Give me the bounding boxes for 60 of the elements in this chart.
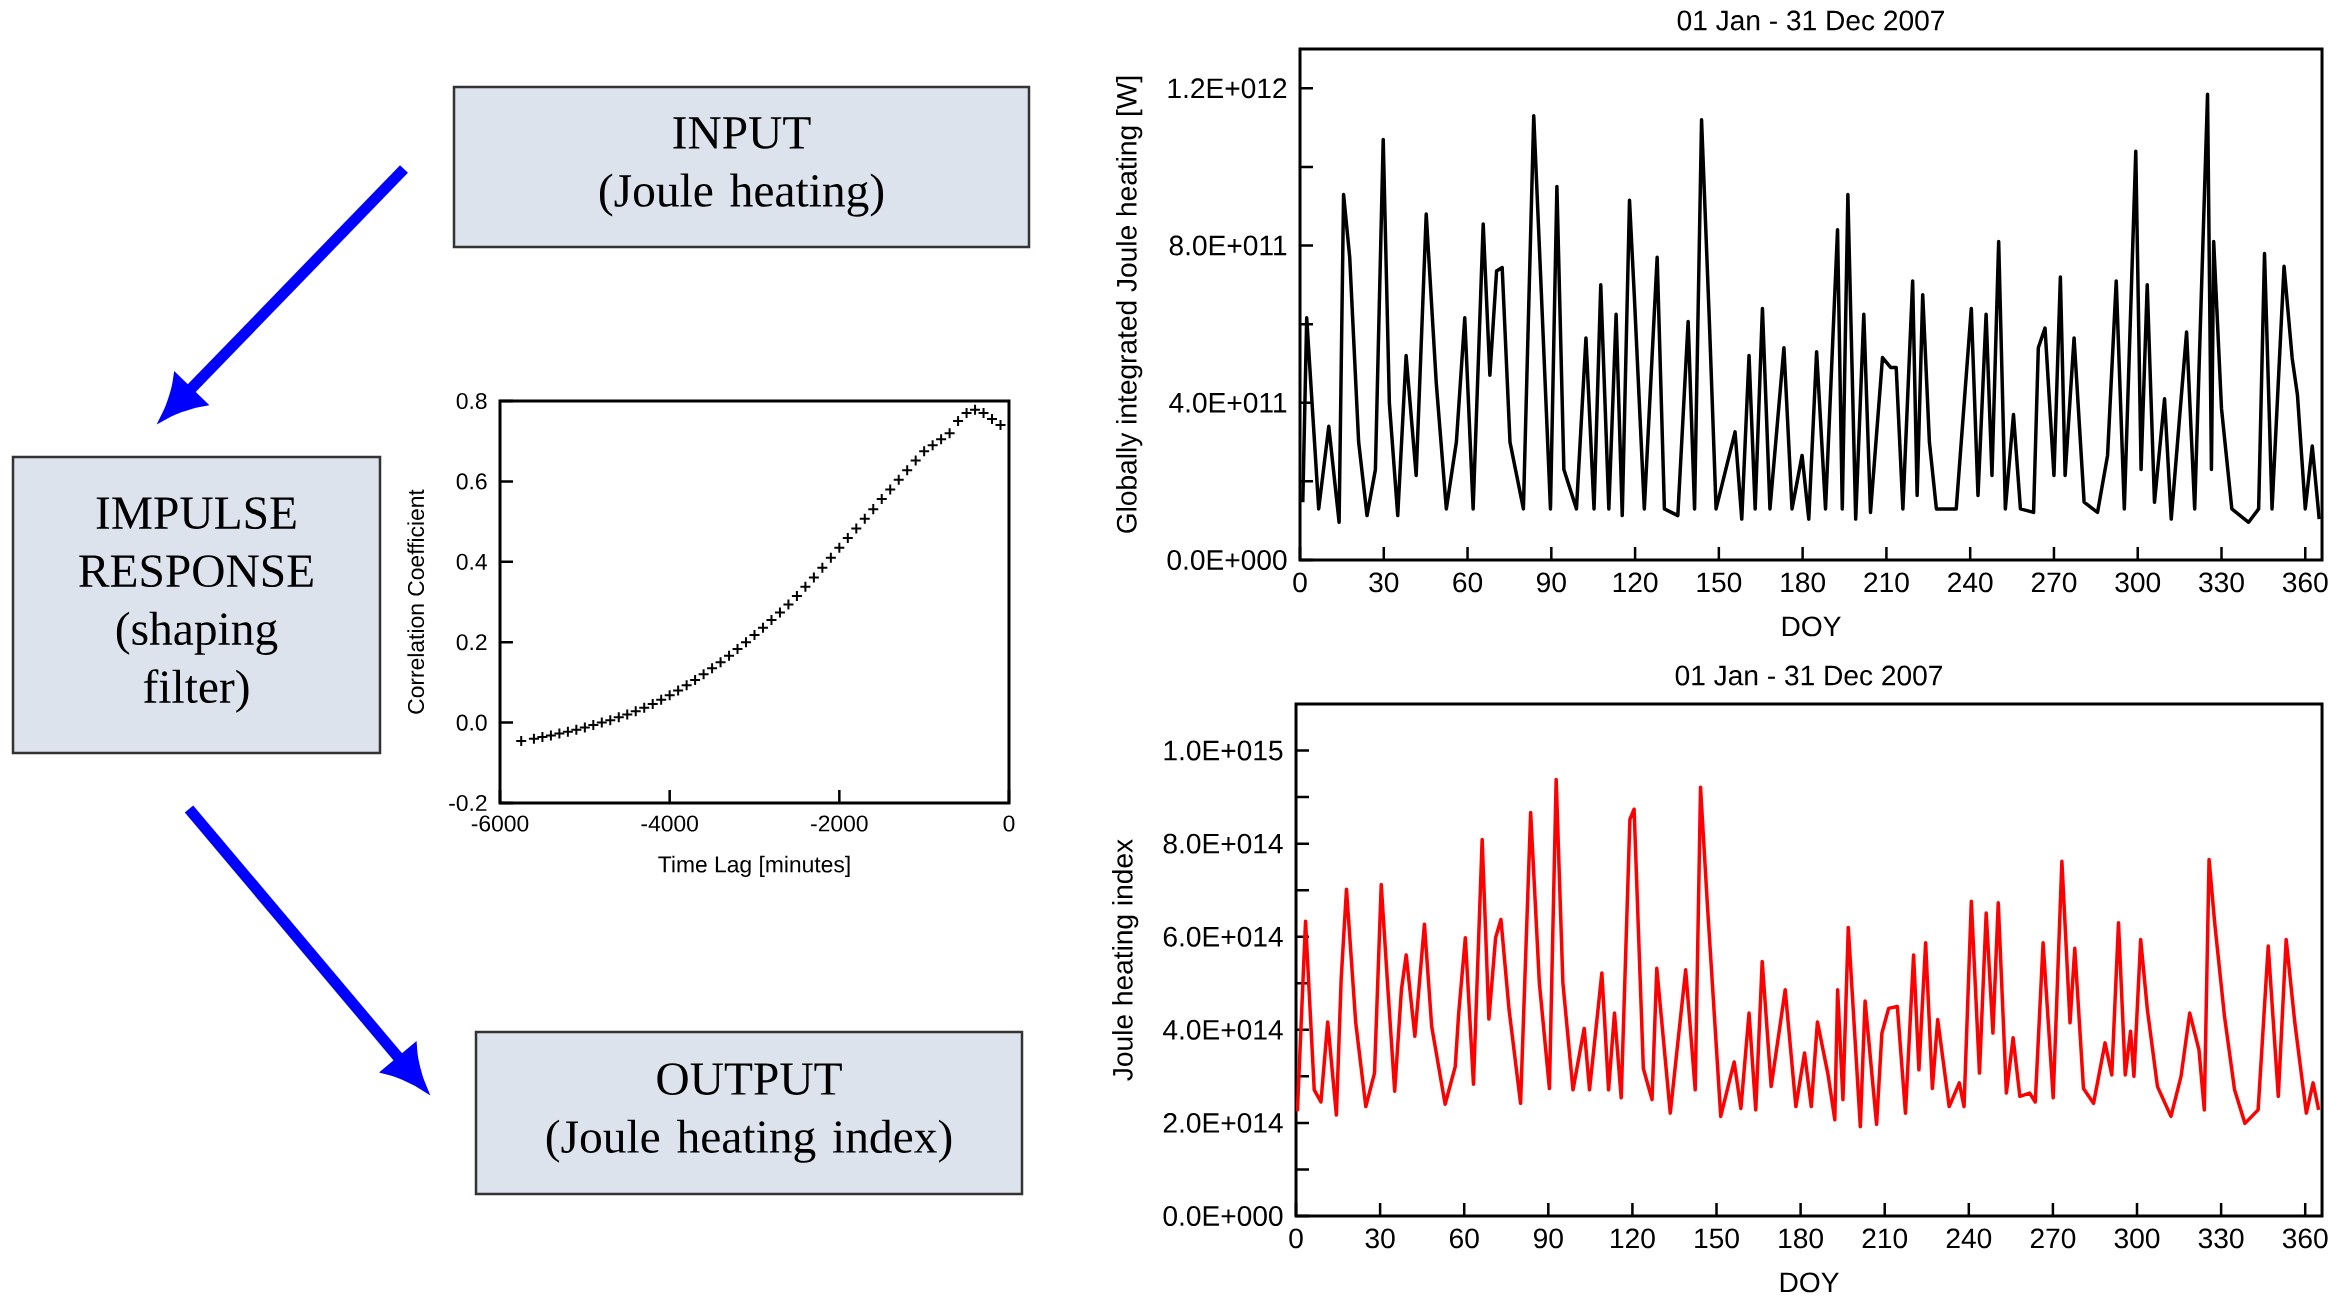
x-tick-label: 60 [1453,572,1483,593]
x-tick-label: -2000 [811,815,868,832]
y-tick-label: 0.8 [456,392,487,410]
x-tick-label: 360 [2282,572,2328,593]
y-tick-label: 0.2 [456,634,487,651]
x-tick-label: 30 [1365,1228,1395,1249]
x-tick-label: 330 [2198,1228,2244,1249]
text: (Joule heating index) [546,1119,952,1163]
y-tick-label: 1.2E+012 [1168,78,1287,99]
x-axis-title: DOY [1780,1272,1839,1293]
y-tick-label: 1.0E+015 [1164,740,1283,761]
text: INPUT [673,117,811,149]
y-axis-title: Correlation Coefficient [407,489,425,714]
x-tick-label: 90 [1534,1228,1563,1249]
x-tick-label: 60 [1450,1228,1479,1249]
x-axis-title: DOY [1782,616,1841,637]
x-tick-label: 120 [1613,572,1658,593]
y-tick-label: 0.0 [456,714,487,731]
y-tick-label: 0.4 [456,553,487,570]
x-tick-label: 0 [1289,1228,1303,1249]
x-tick-label: 360 [2282,1228,2328,1249]
x-tick-label: 150 [1697,572,1742,593]
x-tick-label: 0 [1293,572,1307,593]
x-tick-label: 270 [2031,572,2077,593]
y-tick-label: 0.0E+000 [1167,550,1287,570]
chart-title: 01 Jan - 31 Dec 2007 [1675,665,1942,686]
x-tick-label: 270 [2030,1228,2076,1249]
y-tick-label: 2.0E+014 [1163,1112,1283,1133]
x-tick-label: 180 [1781,572,1825,593]
x-tick-label: 90 [1537,572,1566,593]
x-tick-label: 300 [2114,1228,2160,1249]
text: IMPULSE RESPONSE [79,497,313,588]
y-tick-label: 6.0E+014 [1163,926,1283,947]
y-tick-label: -0.2 [449,794,487,812]
y-tick-label: 4.0E+014 [1163,1019,1283,1040]
x-tick-label: 30 [1369,572,1399,593]
y-axis-title: Joule heating index [1112,839,1139,1081]
chart-title: 01 Jan - 31 Dec 2007 [1677,10,1944,31]
y-axis-title: Globally integrated Joule heating [W] [1116,76,1143,533]
x-tick-label: 210 [1864,572,1909,593]
x-tick-label: 240 [1948,572,1993,593]
x-tick-label: 120 [1611,1228,1655,1249]
y-tick-label: 0.6 [456,473,487,490]
x-tick-label: 180 [1779,1228,1823,1249]
text: (Joule heating) [599,173,884,217]
x-tick-label: 210 [1862,1228,1908,1249]
text: (shaping filter) [116,611,278,713]
x-tick-label: 240 [1946,1228,1992,1249]
x-tick-label: 300 [2115,572,2161,593]
x-tick-label: 0 [1003,815,1015,832]
x-tick-label: -4000 [641,815,698,832]
y-tick-label: 8.0E+014 [1163,833,1283,854]
x-tick-label: 150 [1695,1228,1739,1249]
y-tick-label: 4.0E+011 [1169,392,1287,413]
text: OUTPUT [657,1063,842,1096]
x-tick-label: -6000 [471,815,529,832]
x-tick-label: 330 [2199,572,2244,593]
x-axis-title: Time Lag [minutes] [658,855,850,878]
y-tick-label: 8.0E+011 [1169,235,1287,256]
y-tick-label: 0.0E+000 [1163,1206,1283,1226]
